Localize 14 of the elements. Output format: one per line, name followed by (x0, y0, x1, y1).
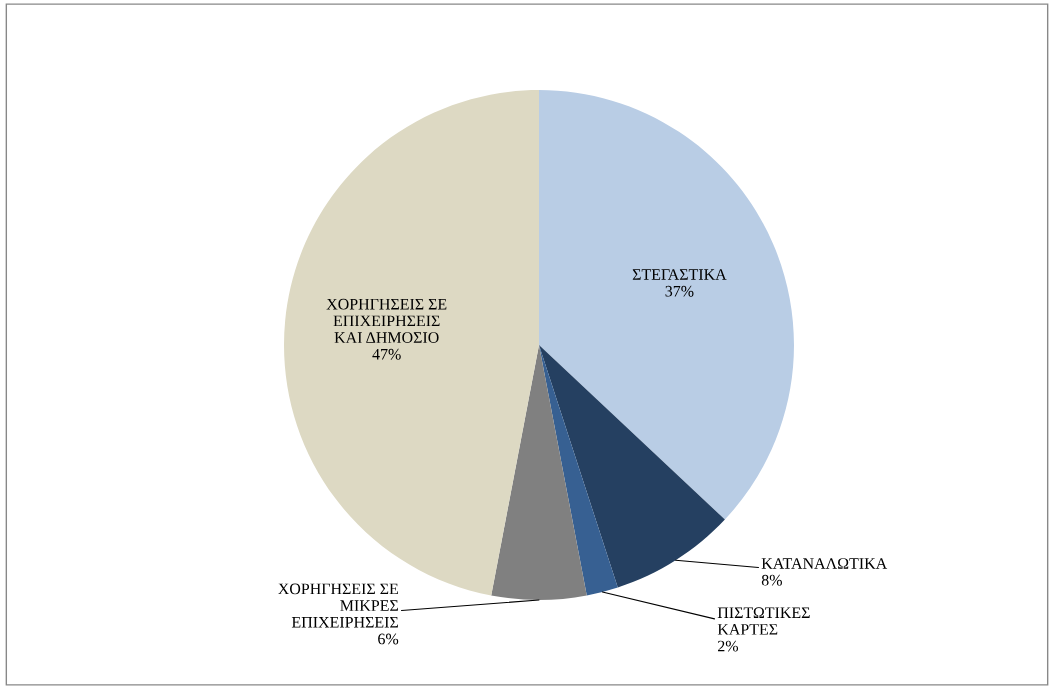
slice-label: ΠΙΣΤΩΤΙΚΕΣ ΚΑΡΤΕΣ (717, 607, 810, 635)
data-label: 37% (665, 285, 694, 297)
slice-label: ΣΤΕΓΑΣΤΙΚΑ (632, 269, 727, 280)
slice-label: ΧΟΡΗΓΗΣΕΙΣ ΣΕ ΕΠΙΧΕΙΡΗΣΕΙΣ ΚΑΙ ΔΗΜΟΣΙΟ (326, 298, 447, 343)
data-label: 2% (718, 640, 739, 652)
slice-label: ΚΑΤΑΝΑΛΩΤΙΚΑ (761, 558, 888, 569)
slice-label: ΧΟΡΗΓΗΣΕΙΣ ΣΕ ΜΙΚΡΕΣ ΕΠΙΧΕΙΡΗΣΕΙΣ (278, 583, 398, 628)
pie-slice (491, 345, 587, 600)
data-label: 6% (378, 633, 399, 645)
pie-slice (539, 90, 794, 520)
pie-slice (539, 345, 618, 596)
pie-slice (539, 345, 725, 588)
data-label: 47% (372, 348, 401, 360)
data-label: 8% (761, 574, 782, 586)
